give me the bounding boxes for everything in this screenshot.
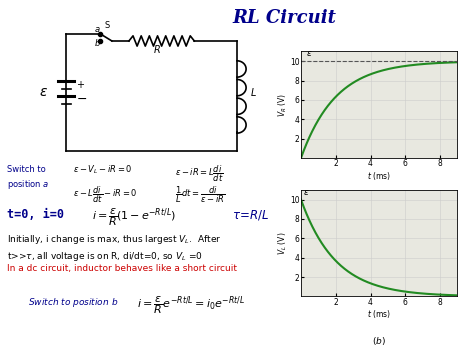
Text: $\varepsilon-L\dfrac{di}{dt}-iR=0$: $\varepsilon-L\dfrac{di}{dt}-iR=0$ xyxy=(73,185,138,205)
Text: S: S xyxy=(105,21,110,30)
Text: RL Circuit: RL Circuit xyxy=(232,9,337,27)
Y-axis label: $V_R$ (V): $V_R$ (V) xyxy=(276,93,289,117)
Text: $\varepsilon-V_L-iR=0$: $\varepsilon-V_L-iR=0$ xyxy=(73,163,133,176)
Text: b: b xyxy=(95,39,100,48)
Text: $\varepsilon$: $\varepsilon$ xyxy=(306,49,313,58)
Text: t=0, i=0: t=0, i=0 xyxy=(7,208,64,221)
Text: −: − xyxy=(76,93,87,106)
Text: +: + xyxy=(76,80,84,90)
Text: $\dfrac{1}{L}dt=\dfrac{di}{\varepsilon-iR}$: $\dfrac{1}{L}dt=\dfrac{di}{\varepsilon-i… xyxy=(175,185,226,205)
Text: $( b )$: $( b )$ xyxy=(372,335,386,347)
X-axis label: $\it{t}$ (ms): $\it{t}$ (ms) xyxy=(367,170,391,182)
Text: $(a)$: $(a)$ xyxy=(372,197,386,209)
Text: $\mathit{L}$: $\mathit{L}$ xyxy=(250,86,256,98)
Text: Switch to position $b$: Switch to position $b$ xyxy=(28,296,119,310)
Text: $\varepsilon$: $\varepsilon$ xyxy=(303,188,309,197)
X-axis label: $\it{t}$ (ms): $\it{t}$ (ms) xyxy=(367,308,391,320)
Y-axis label: $V_L$ (V): $V_L$ (V) xyxy=(276,231,289,255)
Text: Switch to
position $a$: Switch to position $a$ xyxy=(7,165,49,191)
Text: $\tau\!=\!R/L$: $\tau\!=\!R/L$ xyxy=(232,208,270,222)
Text: a: a xyxy=(95,24,100,34)
Text: $\varepsilon-iR=L\dfrac{di}{dt}$: $\varepsilon-iR=L\dfrac{di}{dt}$ xyxy=(175,163,224,184)
Text: Initially, i change is max, thus largest $V_L$.  After
t>>$\tau$, all voltage is: Initially, i change is max, thus largest… xyxy=(7,233,221,263)
Text: $\mathit{\varepsilon}$: $\mathit{\varepsilon}$ xyxy=(39,85,48,99)
Text: In a dc circuit, inductor behaves like a short circuit: In a dc circuit, inductor behaves like a… xyxy=(7,264,237,273)
Text: $i=\dfrac{\varepsilon}{R}\!\left(1-e^{-Rt/L}\right)$: $i=\dfrac{\varepsilon}{R}\!\left(1-e^{-R… xyxy=(92,207,177,229)
Text: $i=\dfrac{\varepsilon}{R}e^{-Rt/L}=i_0e^{-Rt/L}$: $i=\dfrac{\varepsilon}{R}e^{-Rt/L}=i_0e^… xyxy=(137,295,246,317)
Text: R: R xyxy=(154,45,161,55)
